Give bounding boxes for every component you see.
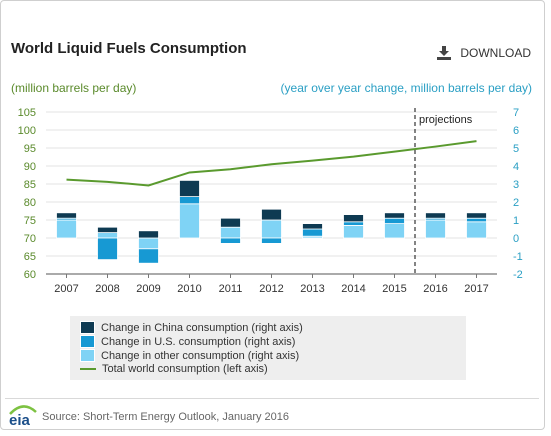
bar-china bbox=[466, 212, 487, 219]
x-tick-label: 2008 bbox=[95, 283, 119, 295]
bar-other bbox=[384, 223, 405, 239]
x-tick-label: 2017 bbox=[464, 283, 488, 295]
x-tick-label: 2014 bbox=[341, 283, 365, 295]
right-tick-label: 5 bbox=[513, 143, 519, 155]
bar-other bbox=[261, 219, 282, 239]
bar-other bbox=[425, 219, 446, 239]
bar-other bbox=[97, 232, 118, 239]
right-tick-label: 7 bbox=[513, 107, 519, 119]
legend-label-other: Change in other consumption (right axis) bbox=[101, 349, 300, 362]
x-tick-label: 2009 bbox=[136, 283, 160, 295]
right-tick-label: 0 bbox=[513, 233, 519, 245]
bar-china bbox=[343, 214, 364, 223]
download-icon bbox=[437, 46, 452, 60]
x-tick-label: 2012 bbox=[259, 283, 283, 295]
download-button[interactable]: DOWNLOAD bbox=[437, 46, 531, 60]
legend-item-other: Change in other consumption (right axis) bbox=[80, 349, 299, 362]
bar-us bbox=[179, 196, 200, 205]
right-tick-label: 3 bbox=[513, 179, 519, 191]
legend-item-us: Change in U.S. consumption (right axis) bbox=[80, 335, 295, 348]
legend-item-china: Change in China consumption (right axis) bbox=[80, 321, 303, 334]
download-label: DOWNLOAD bbox=[460, 46, 531, 60]
bar-us bbox=[384, 217, 405, 224]
chart-title: World Liquid Fuels Consumption bbox=[11, 40, 247, 57]
legend-label-us: Change in U.S. consumption (right axis) bbox=[101, 335, 296, 348]
left-tick-label: 60 bbox=[24, 269, 36, 281]
bar-other bbox=[343, 224, 364, 239]
legend-label-china: Change in China consumption (right axis) bbox=[101, 321, 303, 334]
bar-china bbox=[302, 223, 323, 230]
left-tick-label: 75 bbox=[24, 215, 36, 227]
chart-svg: 60 65 70 75 80 85 90 95 100 105 -2 -1 0 1 2 3 4 5 6 7 2007 20… bbox=[18, 107, 523, 295]
left-tick-label: 95 bbox=[24, 143, 36, 155]
bar-us bbox=[343, 221, 364, 226]
bar-china bbox=[138, 230, 159, 239]
bar-china bbox=[220, 217, 241, 228]
left-tick-label: 80 bbox=[24, 197, 36, 209]
x-tick-label: 2013 bbox=[300, 283, 324, 295]
right-tick-label: 4 bbox=[513, 161, 519, 173]
bar-us bbox=[466, 217, 487, 223]
bar-other bbox=[179, 203, 200, 239]
bar-us bbox=[302, 228, 323, 237]
legend-swatch-total bbox=[80, 368, 96, 370]
x-tick-label: 2011 bbox=[219, 283, 243, 295]
left-tick-label: 100 bbox=[18, 125, 36, 137]
x-tick-label: 2016 bbox=[423, 283, 447, 295]
bar-other bbox=[466, 221, 487, 239]
right-tick-label: -2 bbox=[513, 269, 523, 281]
bar-other bbox=[220, 226, 241, 239]
right-tick-label: 1 bbox=[513, 215, 519, 227]
legend-swatch-china bbox=[80, 321, 95, 334]
bar-china bbox=[425, 212, 446, 219]
x-tick-label: 2015 bbox=[382, 283, 406, 295]
bar-us bbox=[220, 237, 241, 244]
bar-us bbox=[97, 237, 118, 261]
legend-swatch-us bbox=[80, 335, 95, 348]
left-tick-label: 85 bbox=[24, 179, 36, 191]
legend: Change in China consumption (right axis)… bbox=[70, 316, 466, 380]
x-tick-label: 2007 bbox=[54, 283, 78, 295]
line-total-consumption bbox=[66, 140, 477, 187]
eia-logo: eia bbox=[9, 405, 37, 428]
projection-label: projections bbox=[419, 114, 473, 126]
bar-other bbox=[138, 237, 159, 250]
legend-label-total: Total world consumption (left axis) bbox=[102, 363, 268, 375]
right-tick-label: -1 bbox=[513, 251, 523, 263]
right-tick-label: 2 bbox=[513, 197, 519, 209]
bar-china bbox=[384, 212, 405, 219]
left-tick-label: 90 bbox=[24, 161, 36, 173]
right-axis-unit: (year over year change, million barrels … bbox=[280, 81, 532, 95]
right-tick-label: 6 bbox=[513, 125, 519, 137]
bar-china bbox=[179, 179, 200, 197]
bar-us bbox=[261, 237, 282, 244]
bar-china bbox=[56, 212, 77, 219]
legend-swatch-other bbox=[80, 349, 95, 362]
left-tick-label: 70 bbox=[24, 233, 36, 245]
bar-china bbox=[261, 208, 282, 221]
x-tick-label: 2010 bbox=[177, 283, 201, 295]
source-note: Source: Short-Term Energy Outlook, Janua… bbox=[42, 411, 290, 423]
bar-other bbox=[56, 219, 77, 239]
legend-item-total: Total world consumption (left axis) bbox=[80, 363, 268, 375]
left-tick-label: 65 bbox=[24, 251, 36, 263]
svg-text:eia: eia bbox=[9, 412, 31, 428]
bar-china bbox=[97, 226, 118, 233]
bar-us bbox=[138, 248, 159, 264]
left-axis-unit: (million barrels per day) bbox=[11, 81, 137, 95]
footer-divider bbox=[5, 398, 539, 399]
left-tick-label: 105 bbox=[18, 107, 36, 119]
